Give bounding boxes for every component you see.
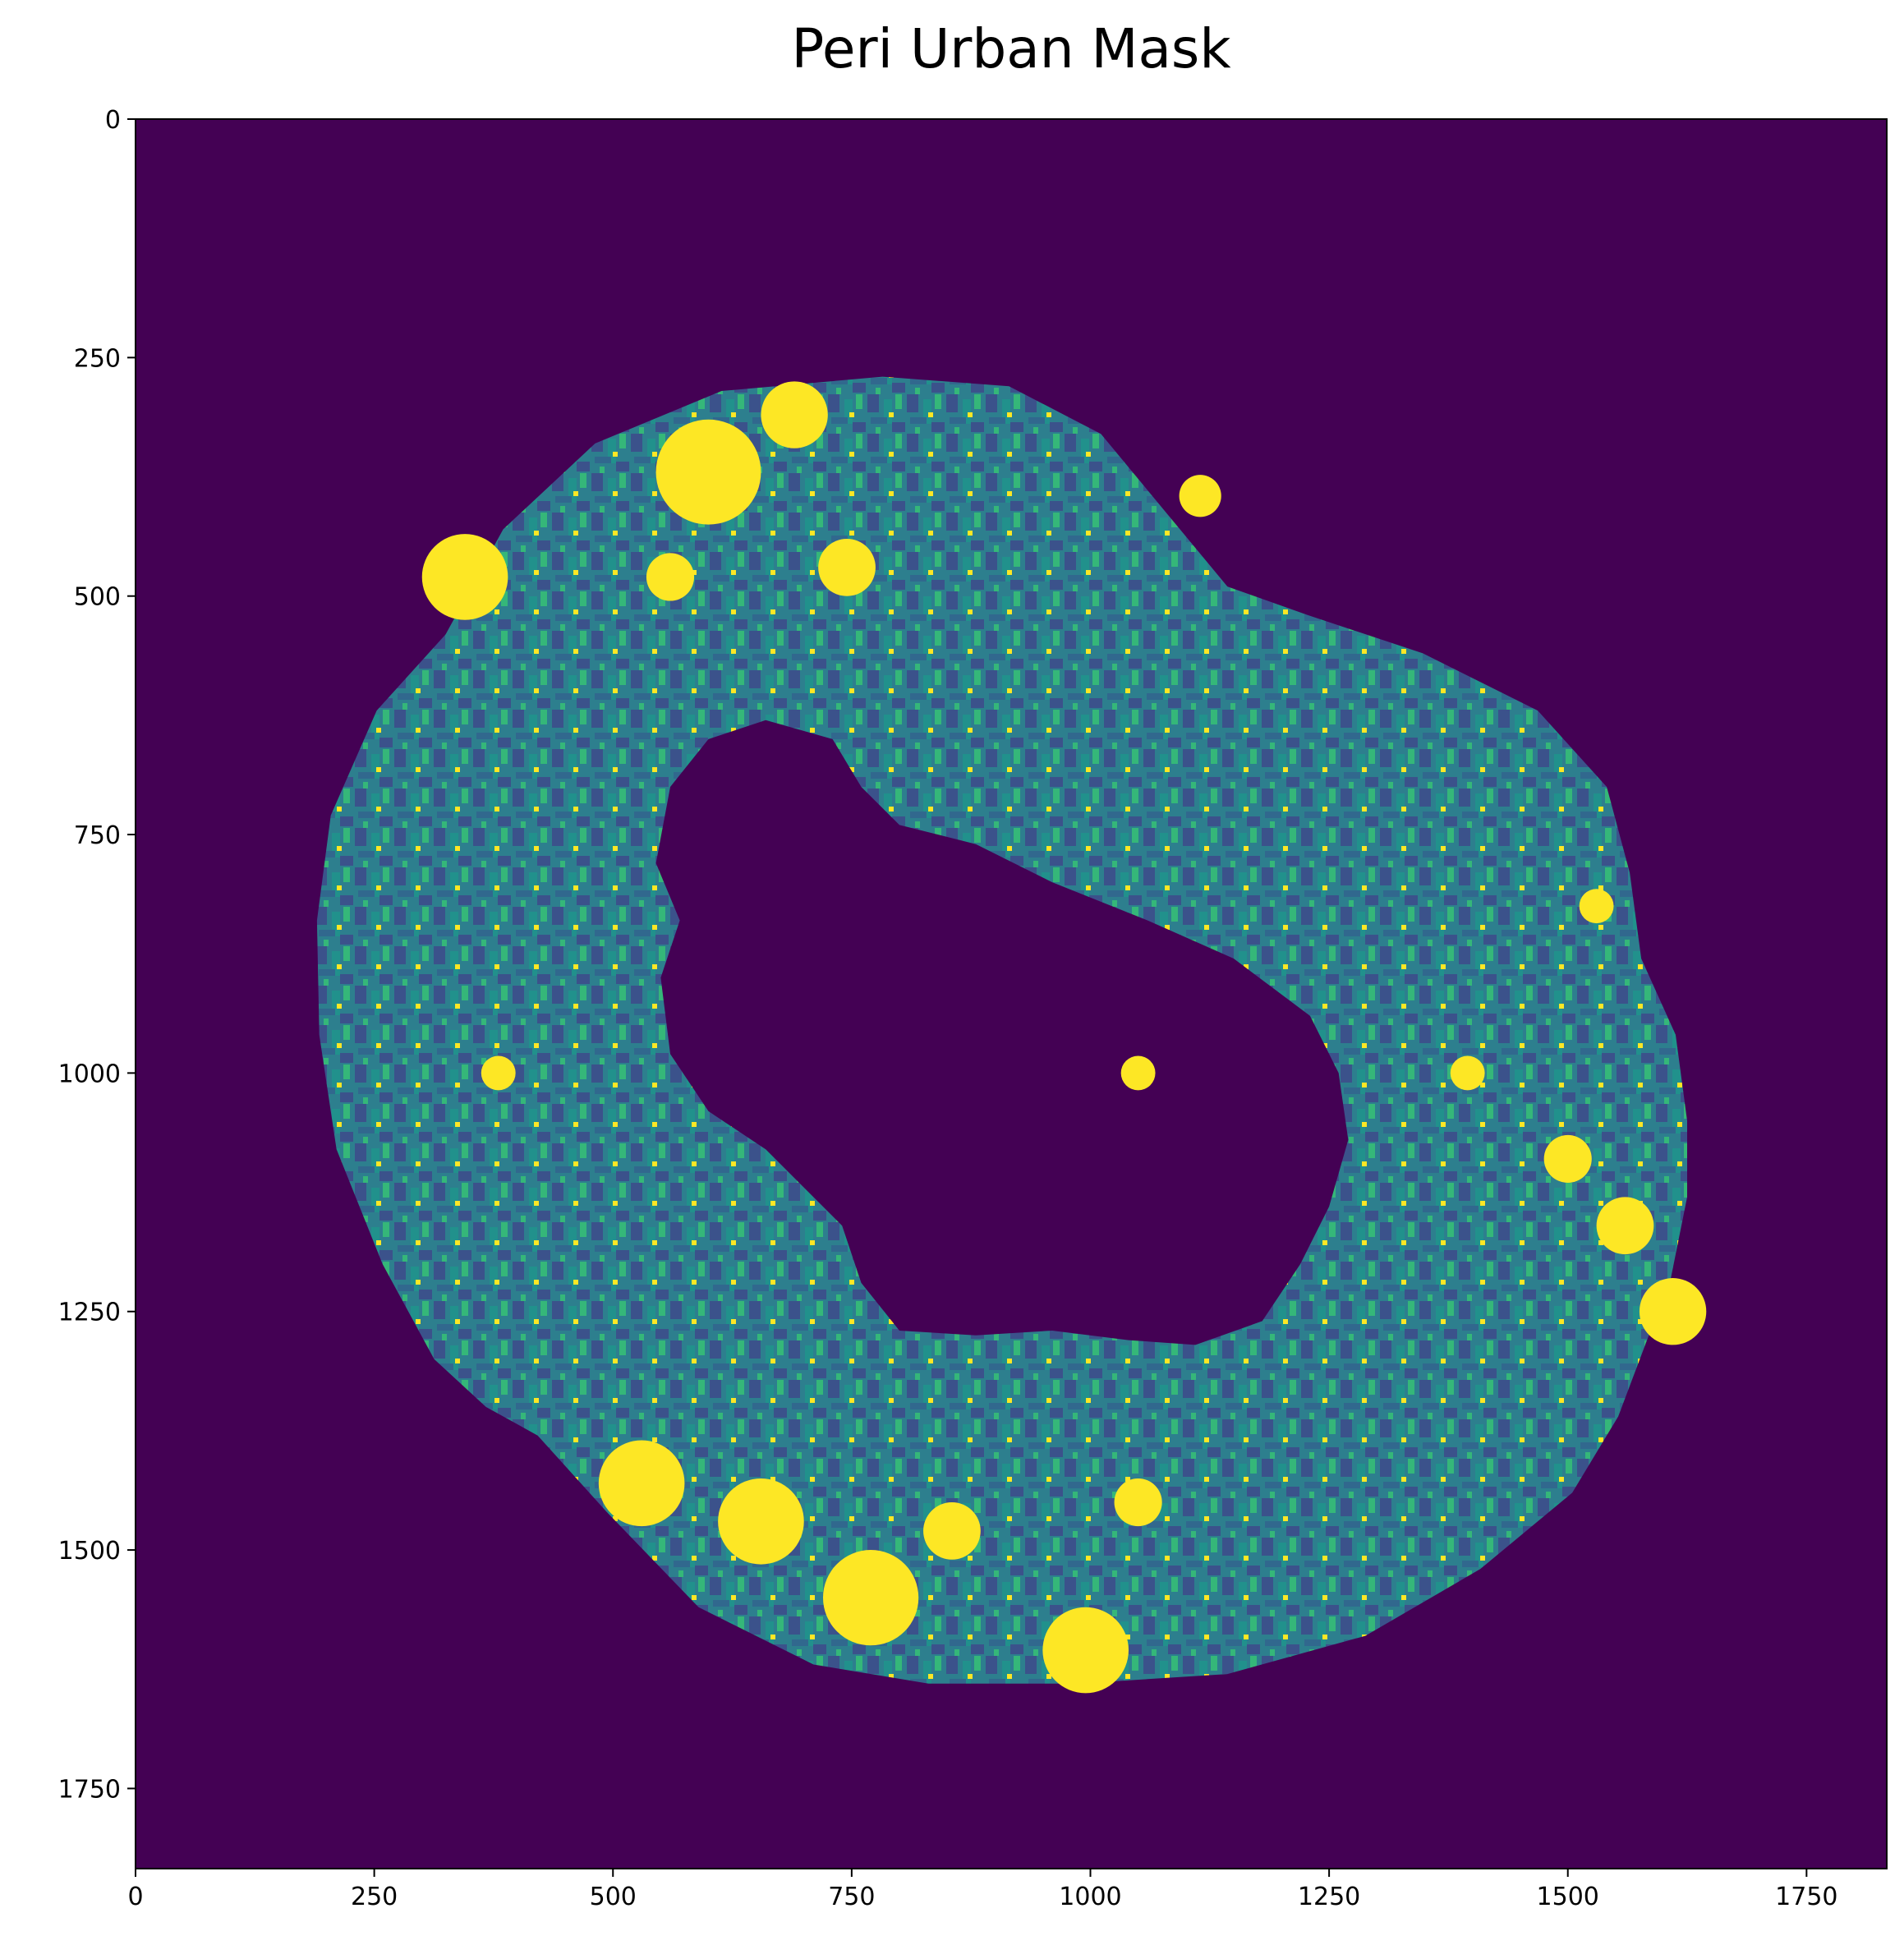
- urban-patch-17: [1579, 889, 1614, 924]
- urban-patch-9: [1639, 1278, 1707, 1345]
- y-tick-label-7: 1750: [58, 1775, 121, 1804]
- urban-patch-7: [1543, 1134, 1592, 1183]
- x-tick-label-3: 750: [828, 1883, 875, 1911]
- x-tick-label-4: 1000: [1059, 1883, 1121, 1911]
- urban-patch-4: [646, 553, 695, 601]
- urban-patch-0: [421, 534, 508, 620]
- urban-patches: [421, 381, 1707, 1694]
- plot-frame: [135, 118, 1888, 1869]
- x-tick-label-7: 1750: [1775, 1883, 1837, 1911]
- x-tick-label-1: 250: [351, 1883, 398, 1911]
- chart-title: Peri Urban Mask: [791, 17, 1231, 80]
- urban-patch-11: [718, 1478, 804, 1565]
- urban-patch-5: [1179, 475, 1221, 517]
- x-tick-label-2: 500: [590, 1883, 637, 1911]
- plot-area: [136, 119, 1887, 1869]
- y-tick-label-3: 750: [74, 821, 121, 850]
- urban-patch-1: [655, 419, 761, 525]
- y-tick-label-4: 1000: [58, 1060, 121, 1088]
- urban-patch-16: [481, 1055, 516, 1091]
- y-tick-label-5: 1250: [58, 1299, 121, 1327]
- peri-urban-ring: [316, 376, 1687, 1684]
- urban-patch-2: [761, 381, 828, 448]
- y-tick-label-1: 250: [74, 344, 121, 373]
- urban-patch-6: [1120, 1055, 1156, 1091]
- urban-patch-15: [1114, 1478, 1162, 1527]
- y-tick-label-2: 500: [74, 583, 121, 612]
- urban-patch-14: [1042, 1607, 1129, 1694]
- y-tick-label-6: 1500: [58, 1537, 121, 1566]
- y-axis: 0 250 500 750 1000 1250 1500 1750: [58, 106, 136, 1804]
- x-tick-label-0: 0: [127, 1883, 143, 1911]
- urban-patch-3: [818, 538, 876, 596]
- urban-patch-12: [822, 1550, 919, 1646]
- urban-patch-10: [598, 1440, 685, 1527]
- x-tick-label-6: 1500: [1537, 1883, 1599, 1911]
- x-tick-label-5: 1250: [1298, 1883, 1360, 1911]
- urban-patch-8: [1596, 1197, 1654, 1255]
- urban-patch-13: [923, 1501, 981, 1560]
- y-tick-label-0: 0: [105, 106, 121, 135]
- urban-patch-18: [1450, 1055, 1485, 1091]
- x-axis: 0 250 500 750 1000 1250 1500 1750: [127, 1869, 1838, 1911]
